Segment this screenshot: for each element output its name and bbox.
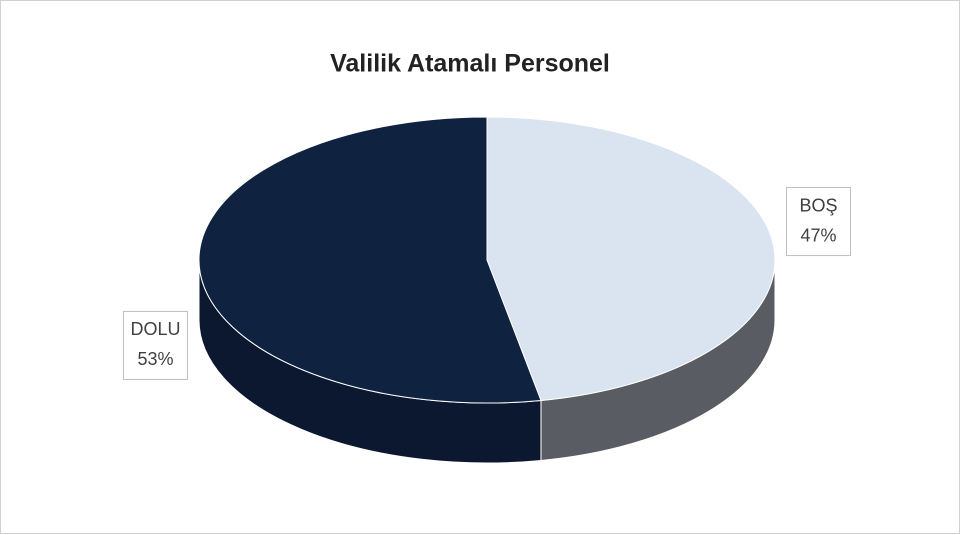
pie-slice bbox=[486, 116, 776, 402]
data-label-value: 53% bbox=[137, 349, 173, 369]
data-label-category: DOLU bbox=[130, 319, 180, 339]
data-label-category: BOŞ bbox=[800, 195, 838, 215]
data-label-box bbox=[786, 187, 852, 257]
data-label-box bbox=[122, 310, 188, 380]
chart-title: Valilik Atamalı Personel bbox=[330, 50, 610, 78]
data-label-value: 47% bbox=[801, 225, 837, 245]
pie-slice bbox=[198, 116, 542, 404]
